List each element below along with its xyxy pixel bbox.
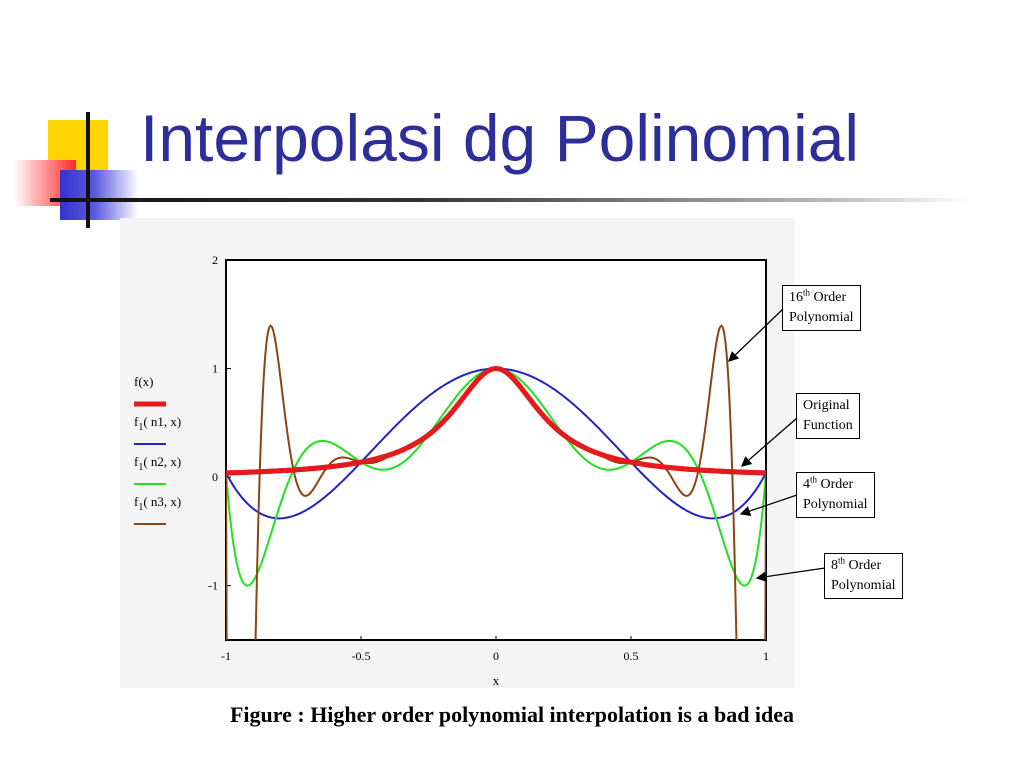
legend-label: f1( n3, x) (134, 494, 181, 513)
callout-8-sup: th (838, 555, 846, 566)
callout-16-num: 16 (789, 290, 803, 305)
series-line-original-top (226, 366, 766, 476)
callout-4th-order: 4th Order Polynomial (796, 472, 875, 518)
legend-label-sub: 1 (138, 422, 143, 433)
y-tick-label: 2 (212, 253, 218, 267)
callout-4-sup: th (810, 474, 818, 485)
y-tick-label: 1 (212, 362, 218, 376)
legend-label-args: ( n2, x) (143, 454, 181, 469)
legend-label-sub: 1 (138, 462, 143, 473)
callout-4-word: Order (820, 477, 854, 492)
x-tick-label: -1 (221, 649, 231, 663)
figure-caption: Figure : Higher order polynomial interpo… (229, 702, 795, 727)
decor-blue-square (60, 170, 138, 220)
callout-4-num: 4 (803, 477, 810, 492)
legend-label-main: f (134, 414, 139, 429)
y-tick-label: 0 (212, 470, 218, 484)
legend-label: f(x) (134, 374, 154, 389)
plot-frame (225, 259, 767, 641)
x-tick-label: -0.5 (352, 649, 371, 663)
legend-label-main: f (134, 494, 139, 509)
legend-label-args: ( n1, x) (143, 414, 181, 429)
callout-orig-line2: Function (803, 418, 853, 433)
x-axis-label: x (493, 673, 500, 688)
y-tick-label: -1 (208, 579, 218, 593)
legend-label: f1( n1, x) (134, 414, 181, 433)
callout-orig-line1: Original (803, 398, 850, 413)
callout-16-sup: th (803, 287, 811, 298)
callout-original-function: Original Function (796, 393, 860, 439)
legend-label-sub: 1 (138, 502, 143, 513)
legend-label-main: f (134, 454, 139, 469)
callout-16th-order: 16th Order Polynomial (782, 285, 861, 331)
x-tick-label: 0 (493, 649, 499, 663)
callout-16-word: Order (813, 290, 847, 305)
callout-8-line2: Polynomial (831, 578, 896, 593)
callout-16-line2: Polynomial (789, 310, 854, 325)
x-tick-label: 1 (763, 649, 769, 663)
legend-label-args: ( n3, x) (143, 494, 181, 509)
title-underline (50, 198, 970, 202)
decor-vertical-line (86, 112, 90, 228)
series-group (226, 324, 766, 640)
callout-8-num: 8 (831, 558, 838, 573)
callout-8-word: Order (848, 558, 882, 573)
chart-panel: -1 -0.5 0 0.5 1 2 1 0 -1 x f(x) f1( n1, x) f1( n2, x… (120, 218, 795, 688)
callout-4-line2: Polynomial (803, 497, 868, 512)
x-tick-label: 0.5 (624, 649, 639, 663)
slide-title: Interpolasi dg Polinomial (140, 101, 860, 175)
callout-8th-order: 8th Order Polynomial (824, 553, 903, 599)
legend-label: f1( n2, x) (134, 454, 181, 473)
